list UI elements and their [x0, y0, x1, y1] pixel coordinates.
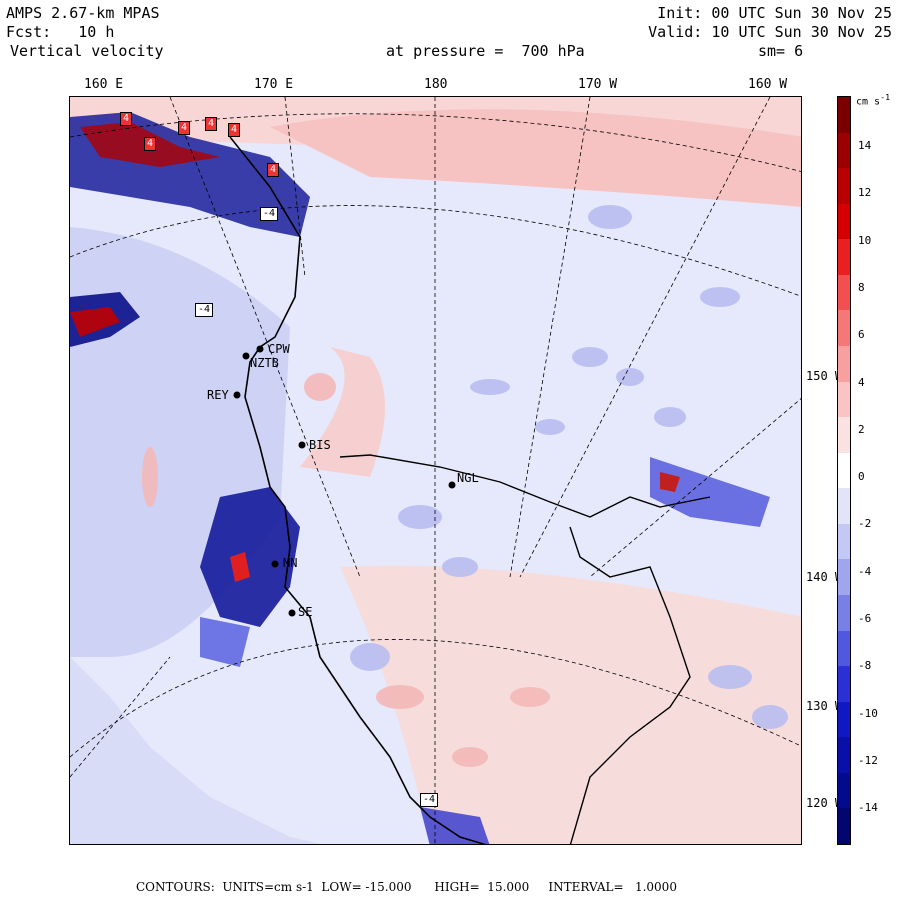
- colorbar-tick-label: -10: [858, 706, 878, 720]
- colorbar-tick-label: -12: [858, 753, 878, 767]
- valid-time: Valid: 10 UTC Sun 30 Nov 25: [648, 23, 892, 41]
- pressure-level: at pressure = 700 hPa: [386, 42, 585, 60]
- grounding-line: [569, 526, 691, 844]
- colorbar-tick-label: -14: [858, 801, 878, 815]
- colorbar-tick-label: 2: [858, 422, 865, 436]
- colorbar-segment: [838, 381, 850, 418]
- colorbar: [837, 96, 851, 845]
- colorbar-segment: [838, 523, 850, 560]
- station-label-bis: BIS: [309, 438, 331, 452]
- colorbar-segment: [838, 701, 850, 738]
- colorbar-tick-label: 4: [858, 375, 865, 389]
- vertical-velocity-map: CPW NZTB REY BIS NGL MN SE 4 4 4 4 4 4 -…: [69, 96, 802, 845]
- colorbar-segment: [838, 310, 850, 347]
- colorbar-segment: [838, 595, 850, 632]
- strong-negative-ross: [200, 487, 300, 627]
- lon-label-180: 180: [424, 77, 448, 92]
- model-title: AMPS 2.67-km MPAS: [6, 4, 160, 22]
- graticule: [70, 97, 801, 844]
- colorbar-segment: [838, 630, 850, 667]
- colorbar-tick-label: -4: [858, 564, 872, 578]
- colorbar-segment: [838, 203, 850, 240]
- colorbar-segment: [838, 808, 850, 845]
- colorbar-segment: [838, 346, 850, 383]
- station-label-nztb: NZTB: [250, 356, 279, 370]
- smoothing-label: sm= 6: [758, 42, 804, 60]
- strong-positive-ross: [230, 552, 250, 582]
- contour-label: -4: [195, 303, 214, 317]
- contour-label: 4: [178, 121, 191, 135]
- station-markers: [233, 345, 456, 617]
- colorbar-unit: cm s-1: [856, 92, 891, 108]
- contour-footer: CONTOURS: UNITS=cm s-1 LOW= -15.000 HIGH…: [136, 880, 677, 894]
- strong-positive-coast: [70, 307, 120, 337]
- positive-patch-west: [300, 347, 385, 477]
- contour-label: 4: [205, 117, 218, 131]
- colorbar-tick-label: -2: [858, 517, 872, 531]
- scattered-positive-cells: [142, 373, 550, 767]
- init-time: Init: 00 UTC Sun 30 Nov 25: [657, 4, 892, 22]
- colorbar-segment: [838, 168, 850, 205]
- colorbar-tick-label: 0: [858, 470, 865, 484]
- contour-label: 4: [144, 137, 157, 151]
- ice-shelf-edge: [339, 454, 711, 518]
- colorbar-segment: [838, 274, 850, 311]
- lower-left-field: [70, 657, 322, 844]
- colorbar-tick-label: 14: [858, 139, 872, 152]
- colorbar-segment: [838, 559, 850, 596]
- positive-east-cluster: [660, 472, 680, 492]
- contour-label: 4: [267, 163, 280, 177]
- scattered-negative-cells: [350, 205, 788, 729]
- colorbar-tick-label: -8: [858, 659, 872, 673]
- colorbar-segment: [838, 737, 850, 774]
- colorbar-tick-label: 12: [858, 186, 872, 200]
- colorbar-segment: [838, 417, 850, 454]
- contour-label: -4: [260, 207, 279, 221]
- lon-label-170e: 170 E: [254, 77, 294, 92]
- colorbar-segment: [838, 488, 850, 525]
- positive-band-upper: [270, 109, 801, 207]
- contour-label: 4: [228, 123, 241, 137]
- colorbar-tick-label: -6: [858, 612, 872, 625]
- contour-label: -4: [420, 793, 439, 807]
- negative-southern: [420, 807, 490, 844]
- negative-east-cluster: [650, 457, 770, 527]
- lon-label-160w: 160 W: [748, 77, 788, 92]
- colorbar-tick-label: 10: [858, 233, 872, 247]
- colorbar-tick-label: 6: [858, 328, 865, 342]
- field-name: Vertical velocity: [10, 42, 164, 60]
- station-label-se: SE: [298, 605, 313, 619]
- forecast-hour: Fcst: 10 h: [6, 23, 115, 41]
- colorbar-segment: [838, 452, 850, 489]
- lon-label-160e: 160 E: [84, 77, 124, 92]
- station-label-ngl: NGL: [457, 471, 479, 485]
- colorbar-segment: [838, 132, 850, 169]
- coastline: [229, 136, 487, 844]
- station-label-rey: REY: [207, 388, 229, 402]
- colorbar-segment: [838, 239, 850, 276]
- colorbar-segment: [838, 666, 850, 703]
- negative-south-ross: [200, 617, 250, 667]
- station-label-mn: MN: [283, 556, 298, 570]
- positive-region-south: [340, 565, 801, 844]
- station-label-cpw: CPW: [268, 342, 290, 356]
- colorbar-segment: [838, 772, 850, 809]
- contour-label: 4: [120, 112, 133, 126]
- colorbar-tick-label: 8: [858, 280, 865, 294]
- lon-label-170w: 170 W: [578, 77, 618, 92]
- map-canvas: [70, 97, 801, 844]
- colorbar-segment: [838, 97, 850, 134]
